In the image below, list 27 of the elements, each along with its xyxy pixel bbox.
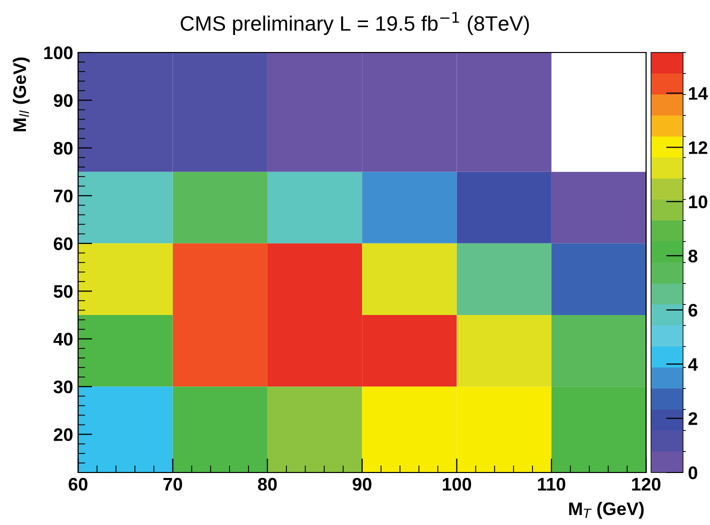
- color-bar-label: 2: [688, 412, 698, 425]
- x-tick-label: 100: [442, 478, 472, 491]
- color-bar-label: 14: [689, 87, 708, 100]
- chart-title: CMS preliminary L = 19.5 fb$^{−1}$ (8TeV): [180, 12, 529, 35]
- y-tick-label: 100: [44, 46, 72, 60]
- x-tick-label: 90: [352, 478, 372, 491]
- color-bar-label: 4: [688, 358, 698, 371]
- y-axis-title: M$_{ll}$ (GeV): [12, 58, 30, 132]
- y-tick-label: 80: [54, 142, 72, 155]
- y-tick-label: 40: [53, 332, 72, 346]
- color-bar-label: 8: [688, 250, 698, 262]
- color-bar-label: 10: [689, 195, 708, 208]
- y-tick-label: 20: [54, 428, 72, 442]
- y-tick-label: 90: [54, 94, 72, 107]
- y-tick-label: 50: [54, 285, 72, 298]
- x-tick-label: 80: [258, 478, 277, 491]
- color-bar-label: 6: [688, 304, 698, 317]
- x-tick-label: 70: [164, 478, 182, 491]
- color-bar-label: 12: [689, 141, 708, 154]
- x-axis-title: M$_{T}$ (GeV): [569, 502, 644, 519]
- color-bar-label: 0: [688, 466, 698, 480]
- y-tick-label: 30: [54, 380, 72, 394]
- x-tick-label: 60: [68, 478, 88, 491]
- x-tick-label: 120: [632, 478, 660, 491]
- y-tick-label: 70: [54, 190, 72, 202]
- y-tick-label: 60: [54, 237, 72, 250]
- x-tick-label: 110: [538, 478, 566, 491]
